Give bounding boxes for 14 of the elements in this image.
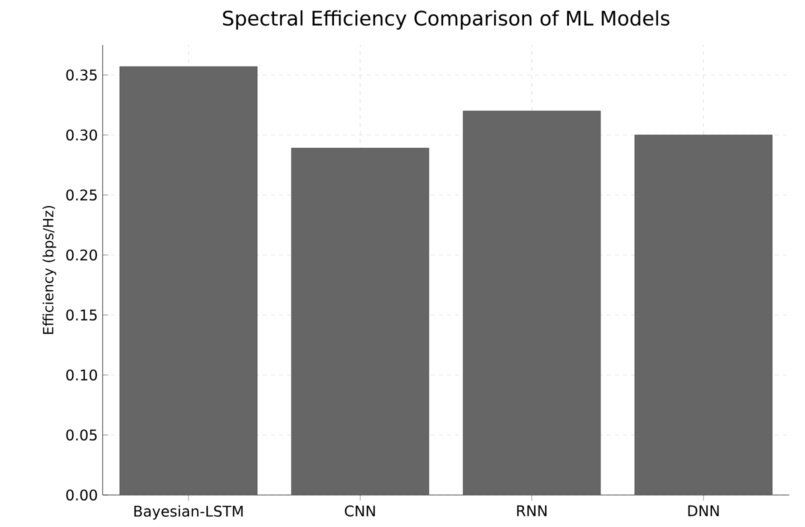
chart-title: Spectral Efficiency Comparison of ML Models bbox=[223, 10, 670, 30]
y-axis-title: Efficiency (bps/Hz) bbox=[42, 206, 56, 334]
y-tick-label: 0.00 bbox=[66, 489, 97, 501]
x-tick-label: CNN bbox=[344, 505, 375, 516]
x-tick-label: DNN bbox=[688, 505, 719, 516]
y-tick-label: 0.25 bbox=[66, 189, 97, 201]
x-tick-label: Bayesian-LSTM bbox=[134, 505, 243, 520]
y-tick-label: 0.15 bbox=[66, 309, 97, 321]
y-tick-label: 0.10 bbox=[66, 369, 97, 381]
y-tick-label: 0.05 bbox=[66, 429, 97, 441]
y-tick-label: 0.30 bbox=[66, 129, 97, 141]
x-tick-label: RNN bbox=[517, 505, 546, 516]
y-tick-label: 0.35 bbox=[66, 69, 97, 81]
y-tick-label: 0.20 bbox=[66, 249, 97, 261]
